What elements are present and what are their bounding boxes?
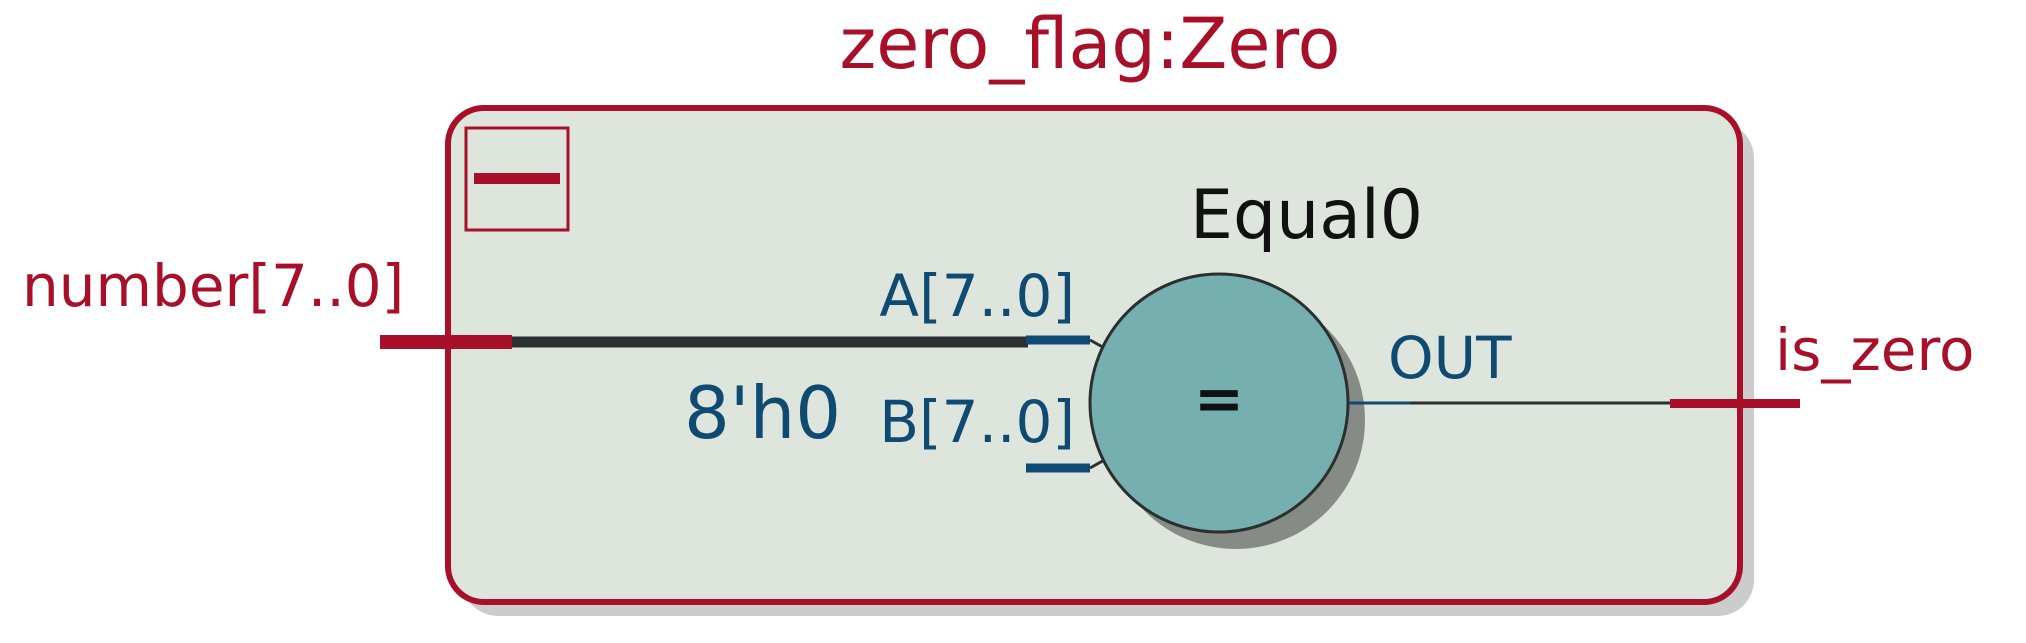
- comparator-name: Equal0: [1190, 176, 1423, 255]
- input-port-label: number[7..0]: [22, 252, 404, 320]
- constant-label: 8'h0: [684, 371, 841, 455]
- output-port-label: is_zero: [1775, 316, 1975, 384]
- module-block[interactable]: [445, 105, 1743, 605]
- pin-a-label: A[7..0]: [879, 262, 1075, 330]
- collapse-icon[interactable]: [464, 126, 570, 232]
- comparator-symbol: =: [1194, 364, 1244, 434]
- pin-b-label: B[7..0]: [879, 388, 1075, 456]
- input-port-pin[interactable]: [380, 335, 512, 349]
- module-title: zero_flag:Zero: [840, 3, 1341, 85]
- comparator-node[interactable]: [1088, 272, 1350, 534]
- pin-out-label: OUT: [1388, 324, 1512, 392]
- output-port-pin[interactable]: [1670, 399, 1800, 408]
